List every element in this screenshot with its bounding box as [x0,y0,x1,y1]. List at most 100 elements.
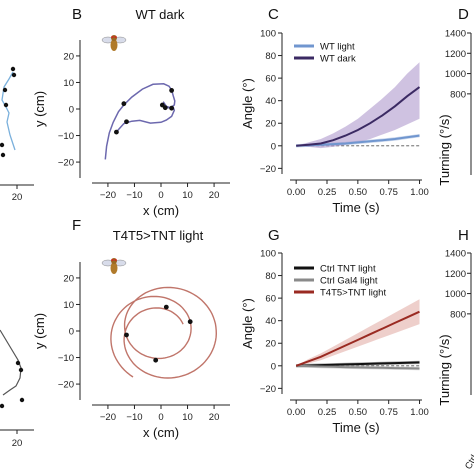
series-band [296,299,420,366]
y-tick-label: 0 [69,105,74,116]
panel-e-dot [0,403,5,409]
x-tick-label: 0.00 [287,407,306,418]
x-tick-label: 20 [209,190,220,201]
panel-letter: G [268,227,280,244]
axis-xlabel: Time (s) [332,200,379,215]
panel-f: F T4T5>TNT light −20 −10 0 10 20 −20 −10 0 10 20 x… [32,217,230,440]
axis-ylabel: y (cm) [32,313,47,349]
y-tick-label: 1400 [445,249,466,260]
y-tick-label: −20 [260,164,276,175]
y-tick-label: 1000 [445,69,466,80]
fly-icon [101,35,127,51]
x-tick-label: −20 [100,190,116,201]
legend-label: WT dark [320,54,356,65]
y-tick-label: 100 [260,29,276,40]
panel-letter: D [458,6,469,23]
panel-a-dot [11,72,17,78]
axis-xlabel: x (cm) [143,203,179,218]
x-tick-label: 0.25 [318,187,337,198]
trajectory-dot [187,319,193,325]
x-tick-label: 0.00 [287,187,306,198]
trajectory-dot [162,105,168,111]
x-tick-label: 20 [209,412,220,423]
trajectory-dot [153,357,159,363]
x-tick-label: 0 [158,190,163,201]
y-tick-label: −10 [58,353,74,364]
trajectory-dot [169,88,175,93]
panel-a-tick: 20 [12,192,23,203]
y-tick-label: 800 [450,309,466,320]
y-tick-label: −20 [58,380,74,391]
panel-a-dot [2,87,8,93]
y-tick-label: 20 [265,339,276,350]
trajectory-f-path [110,286,218,379]
panel-h-partial: H 800 1000 1200 1400 Turning (°/s) Ctrl [437,227,474,472]
y-tick-label: 10 [63,300,74,311]
panel-b: B WT dark −20 −10 0 10 20 −20 −10 0 10 20 x (cm) y … [32,6,230,218]
fly-icon [101,258,127,274]
panel-a-dot [3,102,9,108]
x-tick-label: −20 [100,412,116,423]
trajectory-b [104,83,176,160]
y-tick-label: 1400 [445,29,466,40]
y-tick-label: 80 [265,271,276,282]
x-tick-label: −10 [126,412,142,423]
y-tick-label: 20 [63,273,74,284]
y-tick-label: 20 [63,51,74,62]
y-tick-label: 1200 [445,269,466,280]
trajectory-dot [121,101,127,107]
x-tick-label: 0 [158,412,163,423]
y-tick-label: 1000 [445,289,466,300]
axis-ylabel: Angle (°) [240,78,255,129]
legend-label: WT light [320,42,355,53]
trajectory-dot [124,332,129,338]
legend-label: T4T5>TNT light [320,288,386,299]
panel-a-partial: 20 [0,66,34,203]
panel-letter: B [72,6,82,23]
y-tick-label: 0 [271,141,276,152]
panel-e-partial: 20 [0,329,34,449]
x-tick-label: −10 [126,190,142,201]
y-tick-label: 80 [265,51,276,62]
category-label: Ctrl [463,453,474,471]
axis-xlabel: x (cm) [143,425,179,440]
y-tick-label: 100 [260,249,276,260]
panel-letter: F [72,217,81,234]
axis-ylabel: Turning (°/s) [437,114,452,185]
y-tick-label: 40 [265,96,276,107]
panel-title: T4T5>TNT light [113,228,204,243]
series-line [295,310,420,367]
panel-a-trajectory [1,71,16,151]
x-tick-label: 1.00 [410,407,429,418]
x-tick-label: 0.25 [318,407,337,418]
panel-g: G 0.00 0.25 0.50 0.75 1.00 −20 0 20 40 60 80 100 Tim… [240,227,429,435]
series-line [296,86,421,147]
legend-label: Ctrl TNT light [320,264,376,275]
panel-letter: C [268,6,279,23]
axis-ylabel: y (cm) [32,91,47,127]
panel-e-dot [15,360,21,366]
y-tick-label: 60 [265,74,276,85]
y-tick-label: 40 [265,316,276,327]
panel-a-dot [0,152,6,158]
trajectory-dot [114,129,119,135]
panel-d-partial: D 800 1000 1200 1400 Turning (°/s) [437,6,472,186]
axis-ylabel: Turning (°/s) [437,334,452,405]
x-tick-label: 10 [182,190,193,201]
series-line [296,361,420,367]
y-tick-label: −10 [58,131,74,142]
panel-a-dot [0,142,5,148]
axis-ylabel: Angle (°) [240,298,255,349]
panel-letter: H [458,227,469,244]
y-tick-label: 60 [265,294,276,305]
y-tick-label: 800 [450,89,466,100]
y-tick-label: 0 [69,327,74,338]
trajectory-dot [124,119,129,125]
legend-label: Ctrl Gal4 light [320,276,378,287]
panel-title: WT dark [136,7,185,22]
y-tick-label: −20 [260,384,276,395]
series-band [296,62,420,149]
x-tick-label: 1.00 [410,187,429,198]
panel-e-dot [19,397,25,403]
